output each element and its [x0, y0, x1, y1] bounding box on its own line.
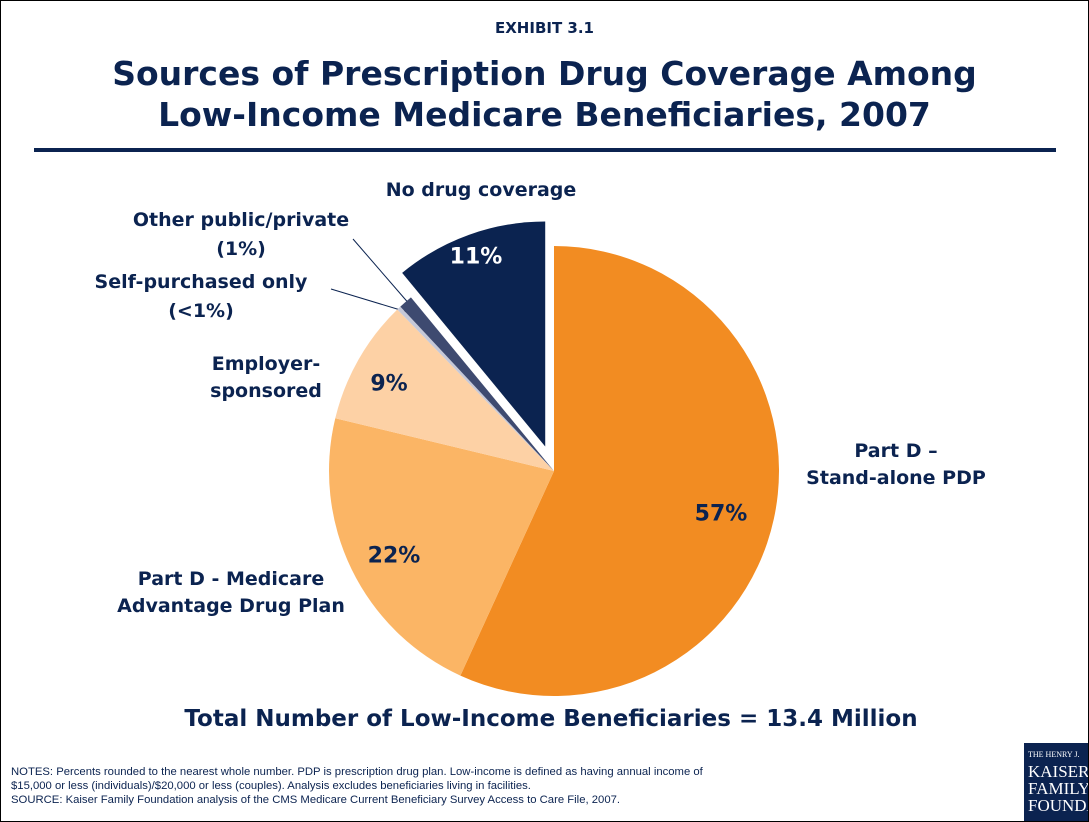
slice-label: Self-purchased only: [94, 271, 308, 293]
pie-slice: [329, 418, 554, 676]
exhibit-label: EXHIBIT 3.1: [495, 19, 594, 37]
data-label: 9%: [370, 371, 408, 397]
chart-subtitle: Total Number of Low-Income Beneficiaries…: [184, 706, 918, 732]
data-label: (1%): [216, 238, 266, 260]
title-rule: [34, 148, 1056, 152]
leader-line: [330, 288, 408, 313]
chart-title: Sources of Prescription Drug Coverage Am…: [112, 54, 977, 134]
data-label: 11%: [449, 244, 503, 270]
slice-label: Other public/private: [132, 209, 350, 231]
slice-label: Part D - Medicare Advantage Drug Plan: [117, 568, 345, 617]
slice-label: No drug coverage: [385, 179, 577, 201]
pie-slice: [397, 306, 554, 471]
data-label: 22%: [367, 543, 421, 569]
logo: THE HENRY J. KAISER FAMILY FOUNDATION: [1024, 743, 1088, 821]
notes: NOTES: Percents rounded to the nearest w…: [11, 766, 703, 806]
pie-slice: [400, 297, 554, 471]
pie-slice: [335, 309, 554, 471]
pie-slice: [402, 221, 546, 447]
slice-label: Part D – Stand-alone PDP: [806, 440, 986, 489]
pie-slice: [460, 246, 779, 696]
leader-line: [352, 238, 412, 307]
slice-label: Employer- sponsored: [210, 353, 322, 402]
data-label: 57%: [694, 501, 748, 527]
data-label: (<1%): [168, 300, 234, 322]
